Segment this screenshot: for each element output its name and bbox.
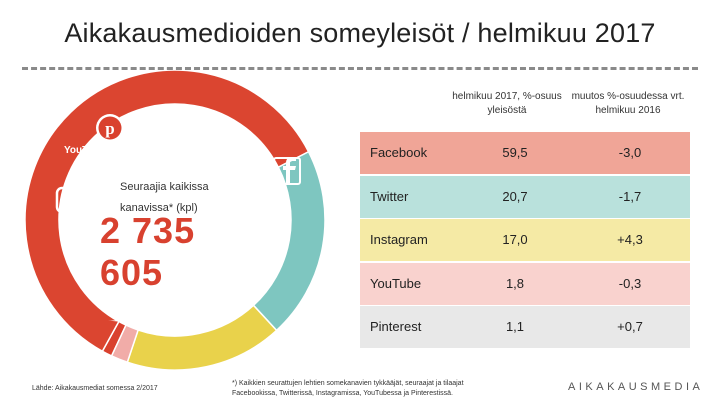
footnote: *) Kaikkien seurattujen lehtien somekana… bbox=[232, 380, 464, 397]
twitter-icon bbox=[108, 288, 149, 322]
svg-text:p: p bbox=[105, 119, 114, 138]
channel-name: Facebook bbox=[370, 145, 428, 160]
share-value: 1,1 bbox=[505, 319, 525, 334]
total-followers-value: 2 735 605 bbox=[100, 210, 196, 293]
channel-name: Twitter bbox=[370, 188, 409, 204]
column-header-share: helmikuu 2017, %-osuus yleisöstä bbox=[452, 91, 562, 116]
donut-slice-instagram bbox=[126, 304, 278, 370]
change-value: +4,3 bbox=[617, 232, 643, 247]
channel-name: Pinterest bbox=[370, 319, 422, 334]
channel-name: YouTube bbox=[370, 275, 422, 291]
table-row: Facebook 59,5 -3,0 bbox=[360, 132, 690, 174]
page-title: Aikakausmedioiden someyleisöt / helmikuu… bbox=[64, 18, 656, 48]
share-value: 1,8 bbox=[505, 275, 525, 291]
facebook-icon bbox=[273, 157, 301, 185]
change-value: +0,7 bbox=[617, 319, 643, 334]
change-value: -0,3 bbox=[618, 275, 642, 291]
dashed-divider bbox=[22, 67, 698, 70]
share-value: 17,0 bbox=[502, 232, 528, 247]
brand-logo: AIKAKAUSMEDIA bbox=[568, 381, 704, 393]
instagram-icon bbox=[55, 186, 83, 214]
donut-chart: p YouTube bbox=[24, 70, 326, 370]
pinterest-icon: p bbox=[96, 114, 124, 142]
table-row: Twitter 20,7 -1,7 bbox=[360, 175, 690, 218]
change-value: -3,0 bbox=[618, 145, 642, 160]
table-row: Pinterest 1,1 +0,7 bbox=[360, 306, 690, 348]
youtube-icon: YouTube bbox=[64, 145, 106, 156]
table-row: Instagram 17,0 +4,3 bbox=[360, 219, 690, 261]
share-value: 59,5 bbox=[502, 145, 528, 160]
youtube-logo-text: YouTube bbox=[64, 145, 106, 156]
column-header-change: muutos %-osuudessa vrt. helmikuu 2016 bbox=[571, 91, 685, 116]
donut-slice-youtube bbox=[110, 324, 140, 364]
channel-name: Instagram bbox=[370, 232, 428, 247]
change-value: -1,7 bbox=[618, 188, 642, 204]
share-value: 20,7 bbox=[502, 188, 528, 204]
source-note: Lähde: Aikakausmediat somessa 2/2017 bbox=[32, 385, 158, 392]
donut-slice-facebook bbox=[24, 70, 310, 353]
table-row: YouTube 1,8 -0,3 bbox=[360, 262, 690, 305]
center-label: Seuraajia kaikissa kanavissa* (kpl) bbox=[120, 181, 209, 214]
